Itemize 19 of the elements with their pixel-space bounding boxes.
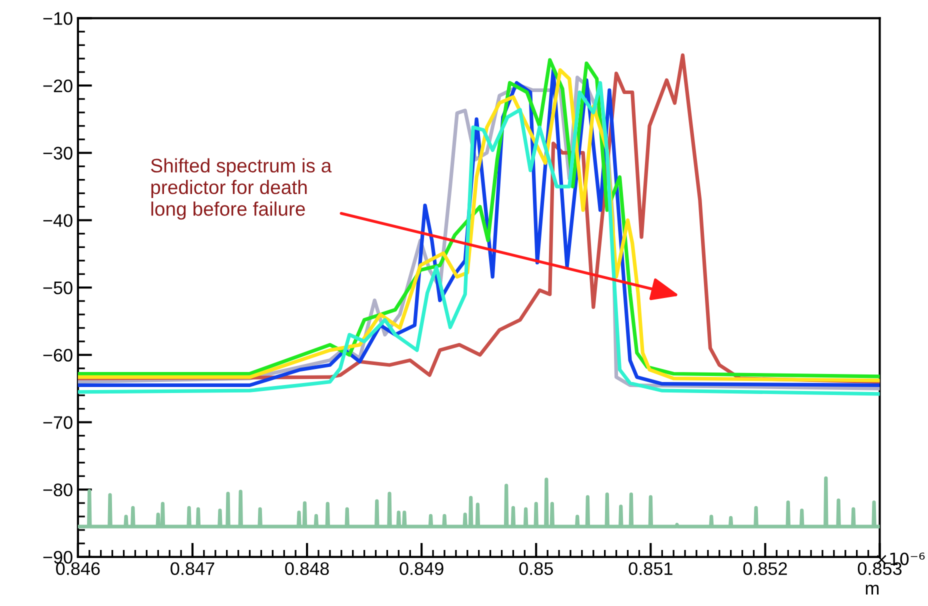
y-tick-label: −80 — [43, 484, 72, 496]
y-tick-label: −70 — [43, 416, 72, 429]
y-tick-label: −20 — [43, 79, 72, 92]
y-tick-label: −90 — [43, 550, 72, 564]
x-axis-title: m — [866, 584, 879, 594]
y-tick-label: −10 — [43, 12, 72, 25]
annotation: Shifted spectrum is a predictor for death long before failure — [150, 158, 332, 220]
x-tick-label: 0.847 — [170, 562, 214, 576]
x-tick-label: 0.848 — [285, 562, 329, 576]
x-tick-label: 0.846 — [56, 562, 100, 576]
x-tick-label: 0.849 — [400, 562, 444, 576]
x-tick-label: 0.85 — [519, 562, 553, 576]
x-tick-label: 0.851 — [628, 562, 672, 576]
y-tick-label: −40 — [43, 214, 72, 227]
y-tick-label: −60 — [43, 348, 72, 362]
line-series — [78, 476, 880, 528]
x-tick-label: 0.852 — [743, 562, 787, 576]
y-tick-label: −30 — [43, 146, 72, 160]
y-tick-label: −50 — [43, 281, 72, 294]
